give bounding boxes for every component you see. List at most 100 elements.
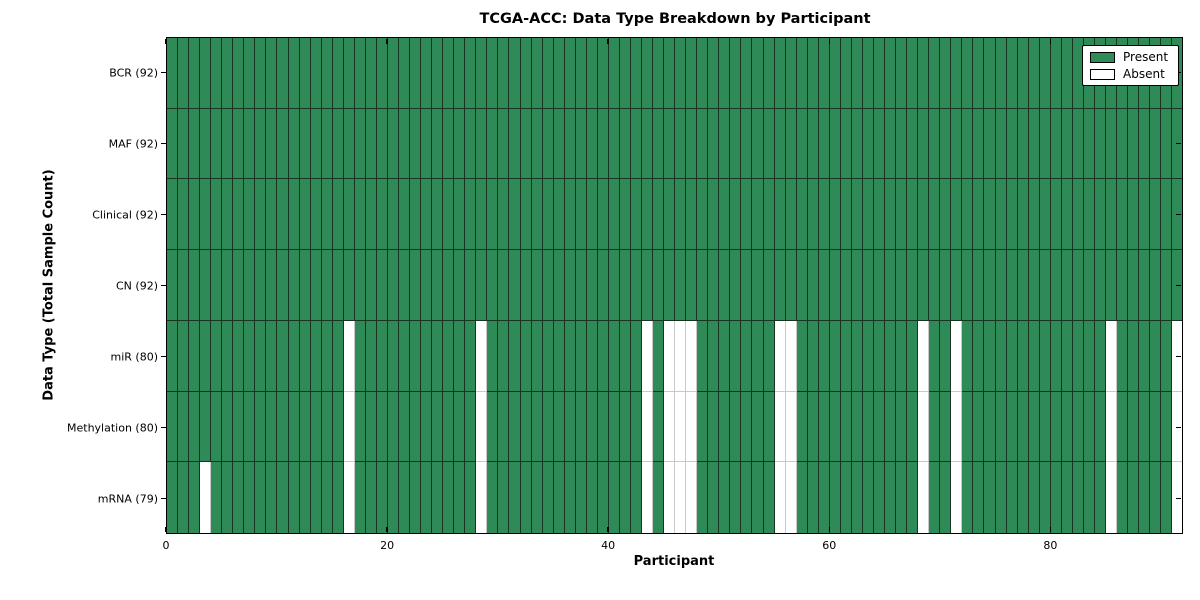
matrix-cell bbox=[962, 320, 974, 392]
matrix-cell bbox=[354, 108, 366, 180]
matrix-cell bbox=[730, 320, 742, 392]
matrix-cell bbox=[498, 462, 510, 534]
matrix-cell bbox=[520, 320, 532, 392]
matrix-cell bbox=[796, 320, 808, 392]
x-tick-bottom-40 bbox=[607, 527, 609, 532]
matrix-cell bbox=[630, 38, 643, 109]
matrix-cell bbox=[664, 391, 676, 463]
matrix-cell bbox=[840, 320, 852, 392]
x-tick-label: 40 bbox=[601, 539, 616, 552]
matrix-cell bbox=[1072, 250, 1084, 321]
matrix-cell bbox=[167, 320, 179, 392]
matrix-cell bbox=[984, 108, 996, 180]
matrix-cell bbox=[421, 391, 433, 463]
matrix-cell bbox=[608, 320, 620, 392]
matrix-cell bbox=[1028, 108, 1040, 180]
matrix-cell bbox=[321, 391, 333, 463]
matrix-cell bbox=[509, 320, 521, 392]
matrix-cell bbox=[719, 391, 731, 463]
matrix-cell bbox=[1061, 179, 1073, 251]
matrix-cell bbox=[642, 38, 654, 109]
matrix-cell bbox=[454, 320, 466, 392]
matrix-cell bbox=[387, 462, 399, 534]
matrix-cell bbox=[531, 179, 543, 251]
matrix-cell bbox=[288, 179, 300, 251]
matrix-cell bbox=[1117, 179, 1129, 251]
y-tick-label-BCR: BCR (92) bbox=[109, 66, 158, 79]
matrix-cell bbox=[796, 462, 808, 534]
matrix-cell bbox=[774, 250, 786, 321]
matrix-cell bbox=[387, 320, 399, 392]
matrix-cell bbox=[310, 179, 322, 251]
matrix-cell bbox=[211, 38, 223, 109]
matrix-cell bbox=[299, 462, 311, 534]
matrix-cell bbox=[896, 179, 908, 251]
matrix-cell bbox=[277, 391, 289, 463]
matrix-cell bbox=[1061, 391, 1073, 463]
matrix-cell bbox=[862, 391, 874, 463]
matrix-cell bbox=[421, 108, 433, 180]
matrix-cell bbox=[487, 179, 499, 251]
matrix-cell bbox=[266, 179, 278, 251]
matrix-cell bbox=[885, 320, 897, 392]
matrix-cell bbox=[509, 108, 521, 180]
matrix-cell bbox=[929, 462, 941, 534]
matrix-cell bbox=[929, 179, 941, 251]
matrix-cell bbox=[398, 108, 411, 180]
matrix-cell bbox=[299, 38, 311, 109]
matrix-cell bbox=[918, 108, 930, 180]
matrix-cell bbox=[940, 250, 952, 321]
matrix-cell bbox=[354, 320, 366, 392]
matrix-cell bbox=[697, 108, 709, 180]
matrix-cell bbox=[321, 320, 333, 392]
matrix-cell bbox=[465, 38, 477, 109]
matrix-cell bbox=[189, 250, 201, 321]
matrix-cell bbox=[874, 38, 886, 109]
matrix-cell bbox=[454, 108, 466, 180]
matrix-cell bbox=[498, 391, 510, 463]
matrix-cell bbox=[597, 320, 609, 392]
matrix-cell bbox=[586, 38, 598, 109]
matrix-cell bbox=[785, 179, 797, 251]
matrix-cell bbox=[1072, 391, 1084, 463]
matrix-cell bbox=[509, 391, 521, 463]
matrix-cell bbox=[984, 250, 996, 321]
matrix-cell bbox=[1117, 250, 1129, 321]
y-tick-left bbox=[161, 497, 166, 500]
matrix-cell bbox=[984, 38, 996, 109]
matrix-cell bbox=[277, 250, 289, 321]
matrix-cell bbox=[1061, 108, 1073, 180]
matrix-cell bbox=[774, 38, 786, 109]
matrix-cell bbox=[310, 320, 322, 392]
matrix-cell bbox=[398, 391, 411, 463]
matrix-cell bbox=[642, 108, 654, 180]
matrix-cell bbox=[1072, 179, 1084, 251]
matrix-cell bbox=[686, 250, 698, 321]
matrix-cell bbox=[542, 320, 554, 392]
matrix-cell bbox=[1017, 250, 1029, 321]
matrix-cell bbox=[1139, 462, 1151, 534]
matrix-cell bbox=[597, 179, 609, 251]
matrix-cell bbox=[200, 250, 212, 321]
matrix-cell bbox=[929, 391, 941, 463]
matrix-cell bbox=[653, 391, 665, 463]
matrix-cell bbox=[211, 320, 223, 392]
matrix-cell bbox=[387, 250, 399, 321]
matrix-cell bbox=[1105, 108, 1118, 180]
matrix-cell bbox=[719, 250, 731, 321]
matrix-cell bbox=[995, 462, 1007, 534]
matrix-cell bbox=[807, 179, 819, 251]
matrix-cell bbox=[973, 108, 985, 180]
x-tick-label: 20 bbox=[380, 539, 395, 552]
y-tick-right bbox=[1176, 142, 1181, 145]
matrix-row-MAF bbox=[167, 108, 1183, 180]
matrix-cell bbox=[697, 391, 709, 463]
matrix-cell bbox=[1117, 391, 1129, 463]
matrix-cell bbox=[432, 391, 444, 463]
matrix-cell bbox=[376, 108, 388, 180]
matrix-cell bbox=[288, 462, 300, 534]
matrix-cell bbox=[763, 179, 775, 251]
matrix-cell bbox=[255, 38, 267, 109]
matrix-cell bbox=[1150, 320, 1162, 392]
matrix-cell bbox=[1128, 320, 1140, 392]
